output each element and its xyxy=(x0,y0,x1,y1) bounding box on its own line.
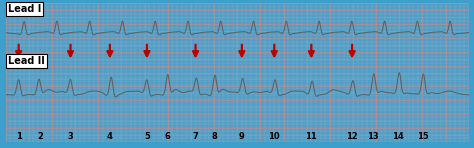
Text: 10: 10 xyxy=(268,132,280,141)
Text: 8: 8 xyxy=(211,132,217,141)
Text: 3: 3 xyxy=(68,132,73,141)
Text: Lead I: Lead I xyxy=(8,4,41,14)
Text: 6: 6 xyxy=(165,132,171,141)
Text: 15: 15 xyxy=(417,132,428,141)
Text: 9: 9 xyxy=(239,132,245,141)
Text: 12: 12 xyxy=(346,132,358,141)
Text: Lead II: Lead II xyxy=(8,56,45,66)
Text: 2: 2 xyxy=(37,132,43,141)
Text: 5: 5 xyxy=(144,132,150,141)
Text: 14: 14 xyxy=(392,132,404,141)
Text: 4: 4 xyxy=(107,132,113,141)
Text: 1: 1 xyxy=(16,132,22,141)
Text: 13: 13 xyxy=(367,132,379,141)
Text: 7: 7 xyxy=(193,132,199,141)
Text: 11: 11 xyxy=(305,132,317,141)
